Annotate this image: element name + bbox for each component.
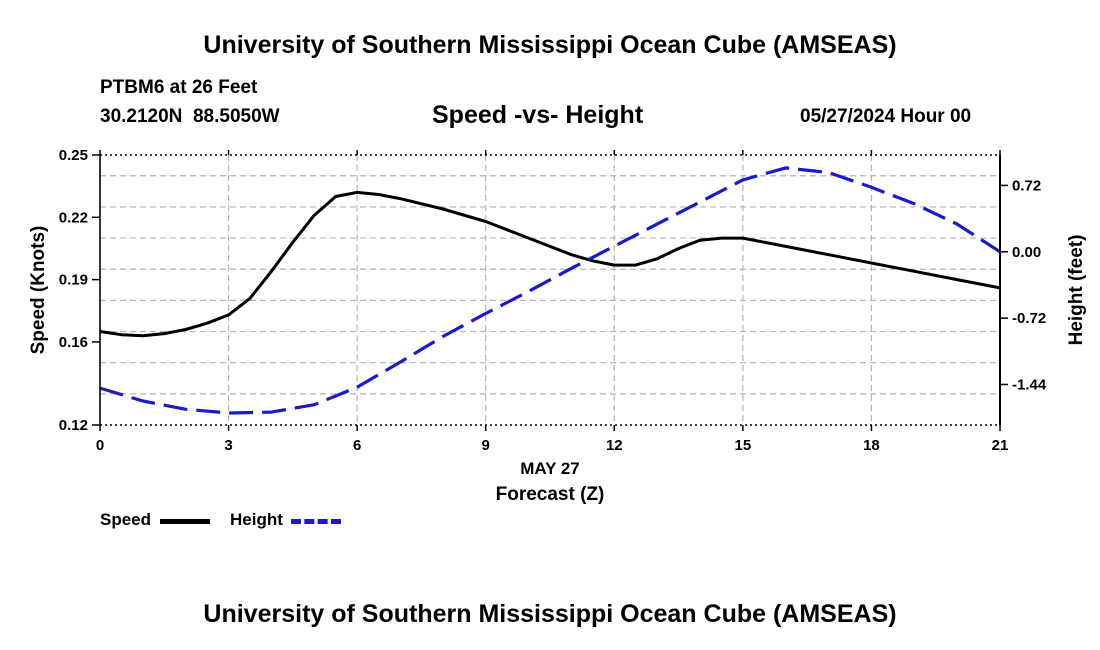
series-layer (99, 166, 1001, 415)
x-axis-label: Forecast (Z) (496, 484, 605, 505)
y-tick-label: 0.22 (59, 209, 88, 226)
x-tick-label: 6 (353, 437, 361, 454)
legend-speed-swatch (160, 519, 210, 524)
y2-tick-label: 0.72 (1012, 177, 1041, 194)
x-tick-label: 21 (992, 437, 1009, 454)
x-tick-label: 3 (224, 437, 232, 454)
y2-tick-label: 0.00 (1012, 244, 1041, 261)
x-tick-label: 0 (96, 437, 104, 454)
y-tick-label: 0.16 (59, 334, 88, 351)
page-title-bottom: University of Southern Mississippi Ocean… (203, 600, 897, 628)
series-line-height (99, 166, 1001, 415)
label-layer: 0 3 6 9 12 15 18 21 0.12 0.16 0.19 0.22 0.25 0.72 0.00… (59, 147, 1047, 454)
y-tick-label: 0.25 (59, 147, 88, 164)
forecast-datetime: 05/27/2024 Hour 00 (800, 106, 972, 127)
station-label: PTBM6 at 26 Feet (100, 77, 258, 98)
x-tick-label: 15 (735, 437, 752, 454)
y2-tick-label: -1.44 (1012, 376, 1047, 393)
x-tick-label: 9 (482, 437, 490, 454)
y-tick-label: 0.12 (59, 417, 88, 434)
y2-tick-label: -0.72 (1012, 310, 1046, 327)
legend-height-swatch (291, 519, 341, 524)
legend-height-label: Height (230, 510, 283, 529)
x-tick-label: 18 (863, 437, 880, 454)
y2-axis-label: Height (feet) (1066, 235, 1087, 346)
y-axis-label: Speed (Knots) (28, 226, 49, 355)
chart-subtitle: Speed -vs- Height (432, 101, 644, 129)
legend-speed-label: Speed (100, 510, 152, 529)
series-line-speed (99, 190, 1001, 338)
axis-layer (92, 150, 1008, 431)
x-tick-label: 12 (606, 437, 623, 454)
page-title-top: University of Southern Mississippi Ocean… (203, 31, 897, 59)
grid-layer (100, 155, 1000, 425)
y-tick-label: 0.19 (59, 272, 88, 289)
x-axis-date-label: MAY 27 (520, 459, 580, 478)
coordinates-label: 30.2120N 88.5050W (100, 106, 280, 127)
